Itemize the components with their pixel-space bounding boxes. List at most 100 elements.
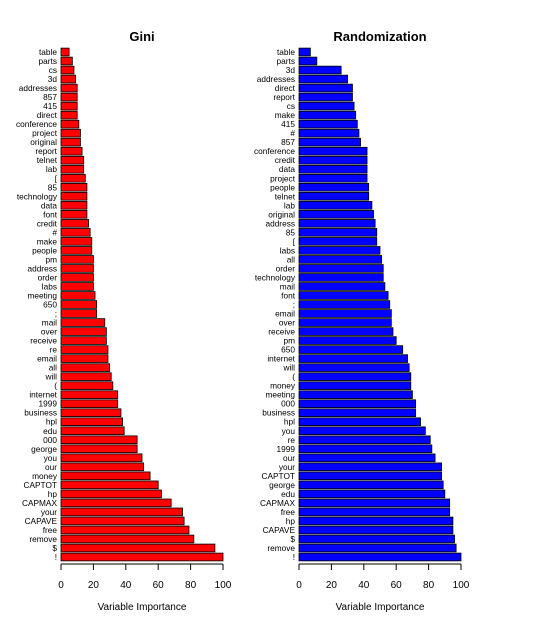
gini-x-tick-label: 0 <box>58 580 64 591</box>
randomization-category-label: ! <box>293 552 295 562</box>
randomization-category-label: CAPMAX <box>260 498 296 508</box>
gini-bar <box>60 336 107 345</box>
gini-category-label: receive <box>30 336 57 346</box>
gini-category-label: meeting <box>27 290 57 300</box>
randomization-bar <box>298 516 454 526</box>
gini-category-label: addresses <box>19 83 57 93</box>
gini-bar <box>60 137 81 147</box>
randomization-bar <box>298 345 404 354</box>
gini-category-label: make <box>37 236 58 246</box>
gini-bar <box>60 516 185 526</box>
randomization-category-label: 415 <box>281 119 295 129</box>
randomization-category-label: will <box>282 363 295 373</box>
randomization-bar <box>298 101 355 111</box>
randomization-category-label: ; <box>293 300 295 310</box>
randomization-bar <box>298 155 368 165</box>
randomization-x-ticks: 0 20 40 60 80 100 <box>296 564 470 591</box>
randomization-category-label: free <box>281 507 296 517</box>
randomization-x-tick-label: 60 <box>391 580 403 591</box>
gini-category-label: you <box>44 453 58 463</box>
randomization-bar <box>298 471 442 481</box>
randomization-bar <box>298 318 392 327</box>
randomization-category-label: order <box>276 263 296 273</box>
gini-category-label: edu <box>43 426 57 436</box>
randomization-category-label: CAPTOT <box>262 471 296 481</box>
gini-bar <box>60 201 88 210</box>
randomization-bar <box>298 47 311 57</box>
randomization-bar <box>298 228 378 237</box>
gini-category-label: $ <box>52 543 57 553</box>
randomization-category-label: hp <box>286 516 296 526</box>
gini-category-label: internet <box>29 390 57 400</box>
randomization-bar <box>298 525 454 535</box>
randomization-bar <box>298 65 342 75</box>
gini-bar <box>60 210 88 219</box>
gini-x-tick-label: 40 <box>120 580 132 591</box>
gini-category-label: ( <box>54 381 57 391</box>
gini-category-label: 85 <box>48 182 58 192</box>
gini-bar <box>60 318 106 327</box>
randomization-bar <box>298 282 386 291</box>
randomization-bar <box>298 336 397 345</box>
gini-bar <box>60 408 122 417</box>
gini-bar <box>60 92 78 102</box>
gini-bar <box>60 471 151 481</box>
randomization-category-label: receive <box>268 327 295 337</box>
randomization-bar <box>298 435 431 445</box>
gini-bar <box>60 417 123 427</box>
gini-bar <box>60 228 91 237</box>
randomization-category-label: mail <box>280 281 295 291</box>
gini-bar <box>60 83 78 93</box>
gini-category-label: credit <box>37 218 58 228</box>
randomization-category-label: technology <box>255 272 296 282</box>
gini-title: Gini <box>129 29 154 44</box>
gini-panel: Gini tablepartscs3daddresses857415direct… <box>16 29 232 613</box>
gini-bar <box>60 47 70 57</box>
gini-category-label: will <box>44 372 57 382</box>
randomization-x-tick-label: 0 <box>296 580 302 591</box>
gini-bar <box>60 56 73 66</box>
randomization-category-label: table <box>277 47 295 57</box>
gini-category-label: over <box>41 327 57 337</box>
randomization-category-label: hpl <box>284 417 295 427</box>
gini-x-tick-label: 20 <box>88 580 100 591</box>
randomization-bar <box>298 119 358 129</box>
randomization-bar <box>298 164 368 174</box>
gini-x-ticks: 0 20 40 60 80 100 <box>58 564 232 591</box>
gini-category-label: remove <box>29 534 57 544</box>
randomization-category-label: your <box>279 462 295 472</box>
randomization-bar <box>298 426 426 436</box>
randomization-category-label: our <box>283 453 295 463</box>
gini-category-label: conference <box>16 119 57 129</box>
gini-bar <box>60 273 94 282</box>
gini-category-label: [ <box>55 173 58 183</box>
gini-bar <box>60 255 94 264</box>
randomization-category-label: direct <box>275 83 296 93</box>
randomization-bar <box>298 264 384 273</box>
randomization-category-label: conference <box>254 146 295 156</box>
randomization-bar <box>298 462 442 472</box>
gini-bar <box>60 372 112 381</box>
gini-bar <box>60 291 96 300</box>
randomization-category-label: you <box>282 426 296 436</box>
randomization-bar <box>298 372 412 381</box>
gini-category-label: parts <box>39 56 57 66</box>
randomization-bar <box>298 408 417 417</box>
randomization-category-label: pm <box>283 336 295 346</box>
randomization-category-label: telnet <box>275 191 296 201</box>
gini-bar <box>60 498 172 508</box>
gini-category-label: email <box>37 354 57 364</box>
gini-bar <box>60 128 81 138</box>
gini-category-label: original <box>30 137 57 147</box>
gini-category-label: 000 <box>43 435 57 445</box>
gini-category-label: font <box>43 209 58 219</box>
gini-category-label: ! <box>55 552 57 562</box>
gini-bar <box>60 237 93 246</box>
gini-category-label: cs <box>49 65 57 75</box>
gini-x-tick-label: 60 <box>153 580 165 591</box>
gini-category-label: 1999 <box>39 399 58 409</box>
randomization-x-axis-label: Variable Importance <box>336 602 425 613</box>
gini-category-label: pm <box>45 254 57 264</box>
gini-bar <box>60 246 93 255</box>
